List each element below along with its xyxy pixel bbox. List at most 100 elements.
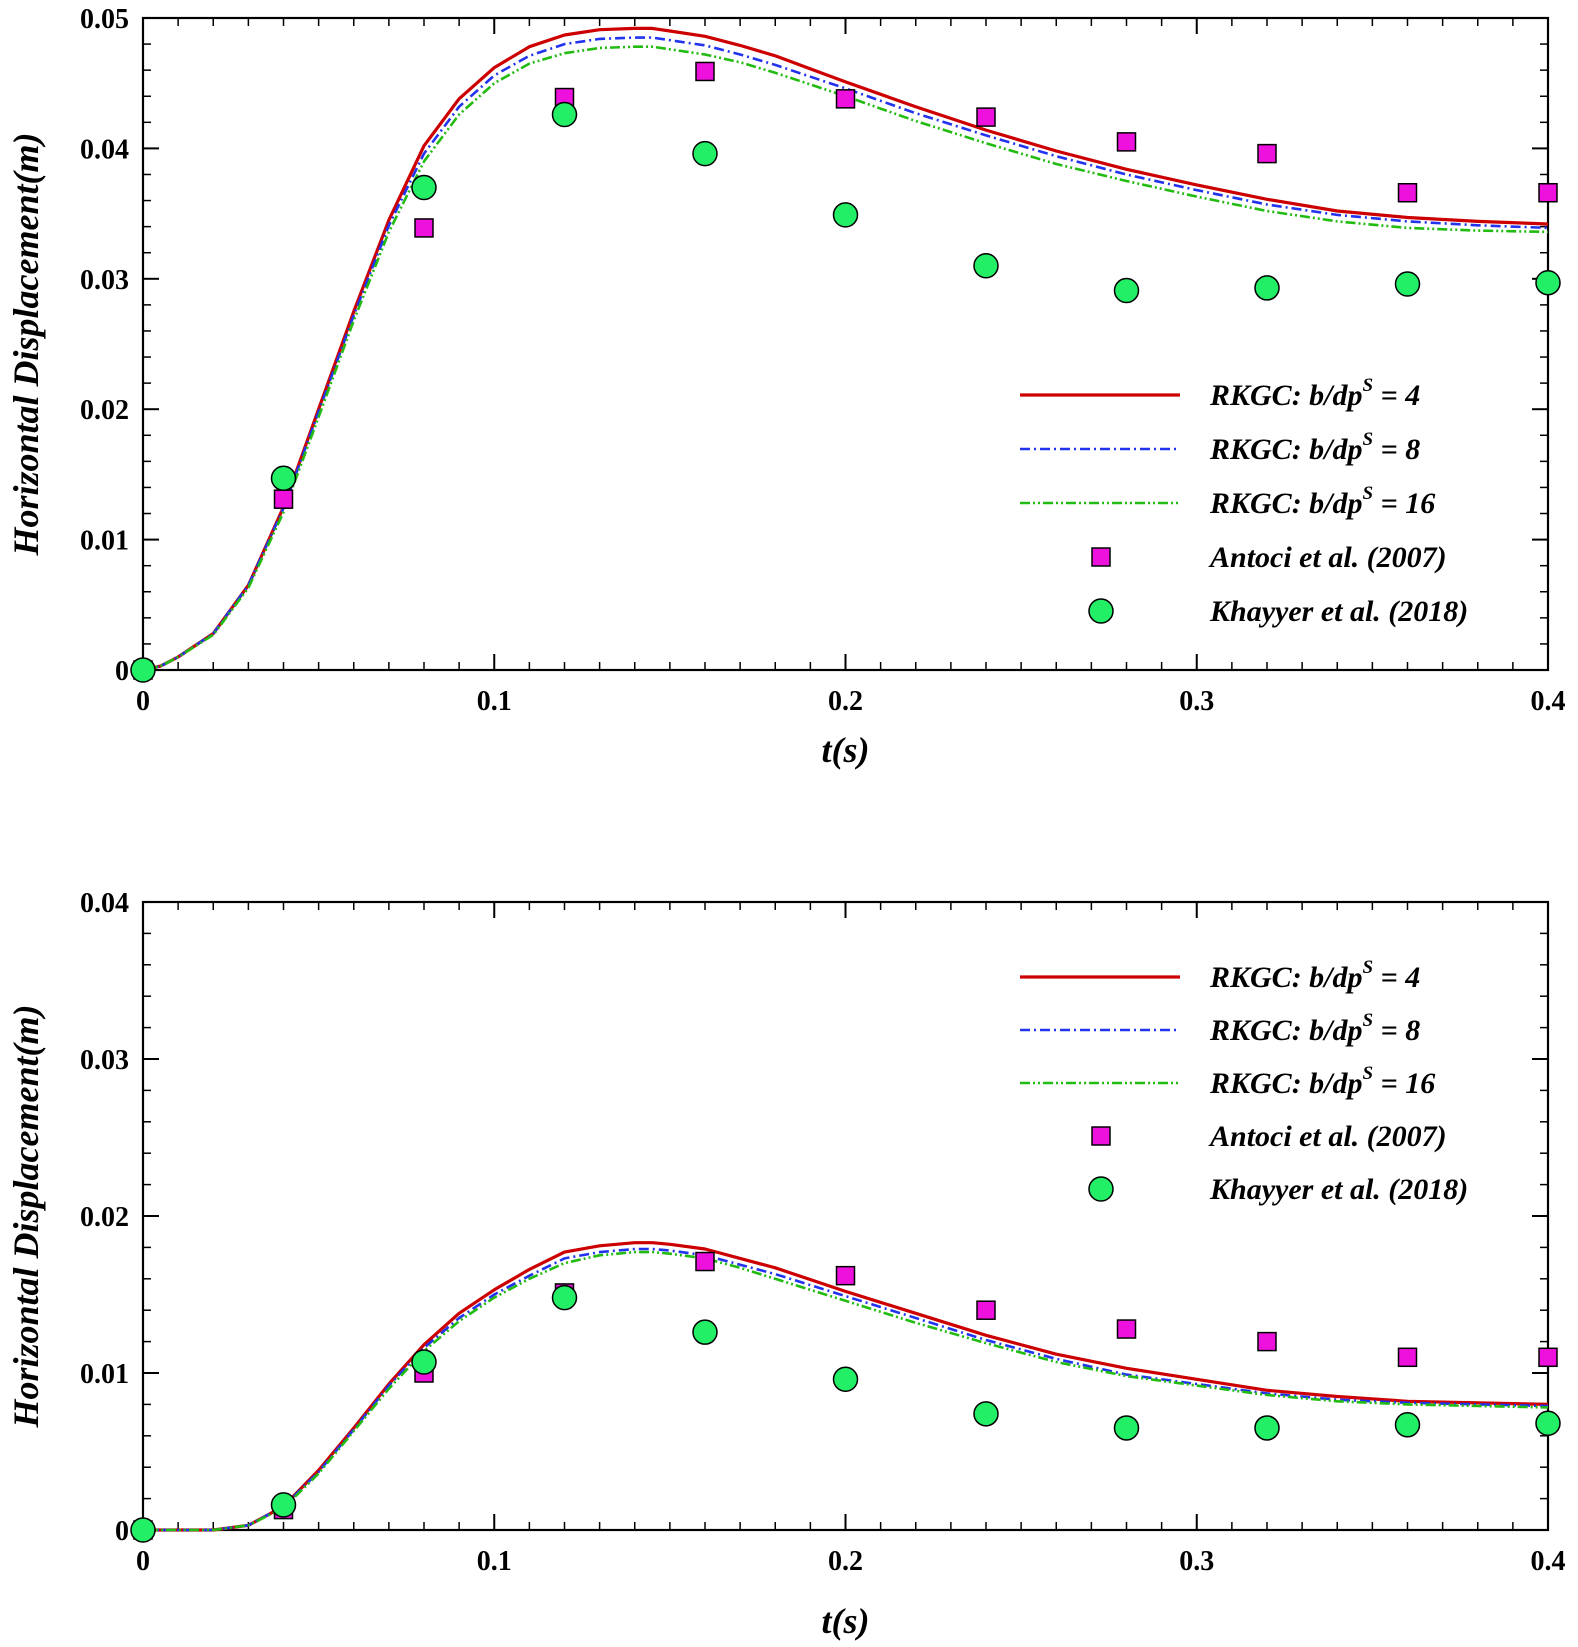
x-axis-label: t(s) xyxy=(822,1601,870,1641)
x-tick-label: 0.1 xyxy=(477,686,512,717)
legend-square-marker xyxy=(1091,1126,1111,1146)
legend-tail: = 16 xyxy=(1373,487,1435,520)
legend-name: Antoci et al. (2007) xyxy=(1208,541,1447,574)
x-tick-label: 0.3 xyxy=(1179,1546,1214,1577)
legend-entry: Khayyer et al. (2018) xyxy=(1088,595,1468,628)
khayyer-data-point xyxy=(692,1319,718,1345)
legend-superscript: S xyxy=(1363,375,1374,396)
legend-entry: RKGC: b/dpS = 4 xyxy=(1020,957,1420,994)
legend-name: RKGC: b/dp xyxy=(1209,1014,1363,1047)
legend-name: RKGC: b/dp xyxy=(1209,487,1363,520)
khayyer-data-point xyxy=(130,657,156,683)
legend-entry: Antoci et al. (2007) xyxy=(1091,541,1447,574)
top-chart: 0 0.1 0.2 0.3 0.4 0 0.01 0.02 0.03 0.04 0.05 t(s) Ho… xyxy=(6,4,1566,770)
legend-entry: RKGC: b/dpS = 16 xyxy=(1020,1063,1435,1100)
series-line-16 xyxy=(142,45,1549,672)
khayyer-data-point xyxy=(832,1366,859,1393)
legend-circle-marker xyxy=(1088,598,1114,624)
legend-tail: = 8 xyxy=(1373,433,1420,466)
khayyer-data-point xyxy=(973,1401,999,1427)
legend-superscript: S xyxy=(1363,1063,1374,1084)
khayyer-data-point xyxy=(1113,277,1140,304)
series-line-8 xyxy=(142,36,1549,672)
legend-superscript: S xyxy=(1363,483,1374,504)
series-line-4 xyxy=(143,1241,1549,1532)
khayyer-data-point xyxy=(1535,269,1561,296)
legend-label: RKGC: b/dpS = 16 xyxy=(1209,483,1435,520)
y-axis-label: Horizontal Displacement(m) xyxy=(6,133,46,557)
legend-tail: = 8 xyxy=(1373,1014,1420,1047)
legend-label: Antoci et al. (2007) xyxy=(1208,541,1447,574)
khayyer-data-point xyxy=(1394,271,1421,297)
khayyer-data-point xyxy=(270,465,297,492)
y-tick-label: 0 xyxy=(115,656,129,687)
antoci-data-point xyxy=(1538,1347,1558,1368)
khayyer-data-point xyxy=(1394,1412,1421,1438)
antoci-data-point xyxy=(1257,143,1277,164)
legend-label: RKGC: b/dpS = 4 xyxy=(1209,957,1420,994)
legend-square-marker xyxy=(1091,547,1111,567)
khayyer-data-point xyxy=(973,253,999,279)
legend-name: Antoci et al. (2007) xyxy=(1208,1120,1447,1153)
antoci-data-point xyxy=(695,1251,715,1272)
y-tick-label: 0.03 xyxy=(80,265,129,296)
legend-entry: RKGC: b/dpS = 8 xyxy=(1020,1010,1420,1047)
y-tick-label: 0.03 xyxy=(80,1045,129,1076)
khayyer-data-point xyxy=(551,1284,578,1311)
y-tick-label: 0.05 xyxy=(80,4,129,35)
x-tick-label: 0.2 xyxy=(828,1546,863,1577)
x-tick-label: 0.2 xyxy=(828,686,863,717)
legend-tail: = 16 xyxy=(1373,1067,1435,1100)
antoci-data-point xyxy=(1397,1347,1418,1368)
x-tick-label: 0 xyxy=(136,1546,150,1577)
plot-frame xyxy=(141,900,1550,1532)
antoci-data-point xyxy=(273,489,294,509)
legend-label: RKGC: b/dpS = 4 xyxy=(1209,375,1420,412)
y-tick-label: 0.02 xyxy=(80,1202,129,1233)
antoci-data-point xyxy=(835,1265,856,1286)
legend-entry: RKGC: b/dpS = 16 xyxy=(1020,483,1435,520)
series-line-8 xyxy=(143,1247,1549,1532)
antoci-data-point xyxy=(1116,1319,1137,1339)
antoci-data-point xyxy=(695,61,715,82)
y-tick-label: 0.01 xyxy=(80,526,129,557)
legend-name: RKGC: b/dp xyxy=(1209,1067,1363,1100)
khayyer-data-point xyxy=(411,174,437,201)
legend-superscript: S xyxy=(1363,1010,1374,1031)
legend-label: Khayyer et al. (2018) xyxy=(1209,595,1468,628)
y-axis-label: Horizontal Displacement(m) xyxy=(6,1005,46,1429)
khayyer-data-point xyxy=(1254,275,1280,301)
legend-label: RKGC: b/dpS = 8 xyxy=(1209,1010,1420,1047)
khayyer-data-point xyxy=(692,140,718,167)
legend-label: Antoci et al. (2007) xyxy=(1208,1120,1447,1153)
legend-name: Khayyer et al. (2018) xyxy=(1209,1173,1468,1206)
x-tick-label: 0 xyxy=(136,686,150,717)
antoci-data-point xyxy=(1116,132,1137,152)
legend-label: RKGC: b/dpS = 8 xyxy=(1209,429,1420,466)
legend-superscript: S xyxy=(1363,957,1374,978)
antoci-data-point xyxy=(414,218,434,238)
legend-label: Khayyer et al. (2018) xyxy=(1209,1173,1468,1206)
khayyer-data-point xyxy=(1535,1410,1561,1436)
x-axis-label: t(s) xyxy=(822,730,870,770)
antoci-data-point xyxy=(976,1300,996,1320)
x-tick-label: 0.4 xyxy=(1531,1546,1566,1577)
khayyer-data-point xyxy=(130,1517,156,1543)
legend-entry: RKGC: b/dpS = 8 xyxy=(1020,429,1420,466)
legend-name: RKGC: b/dp xyxy=(1209,379,1363,412)
legend-entry: Antoci et al. (2007) xyxy=(1091,1120,1447,1153)
legend-tail: = 4 xyxy=(1373,961,1420,994)
antoci-data-point xyxy=(1397,182,1418,203)
x-tick-label: 0.4 xyxy=(1531,686,1566,717)
legend-name: Khayyer et al. (2018) xyxy=(1209,595,1468,628)
x-tick-label: 0.3 xyxy=(1179,686,1214,717)
legend-entry: RKGC: b/dpS = 4 xyxy=(1020,375,1420,412)
antoci-data-point xyxy=(1257,1331,1277,1352)
antoci-data-point xyxy=(1538,182,1558,203)
legend-tail: = 4 xyxy=(1373,379,1420,412)
y-tick-label: 0.04 xyxy=(80,134,129,165)
khayyer-data-point xyxy=(411,1349,437,1375)
x-tick-label: 0.1 xyxy=(477,1546,512,1577)
legend-name: RKGC: b/dp xyxy=(1209,961,1363,994)
